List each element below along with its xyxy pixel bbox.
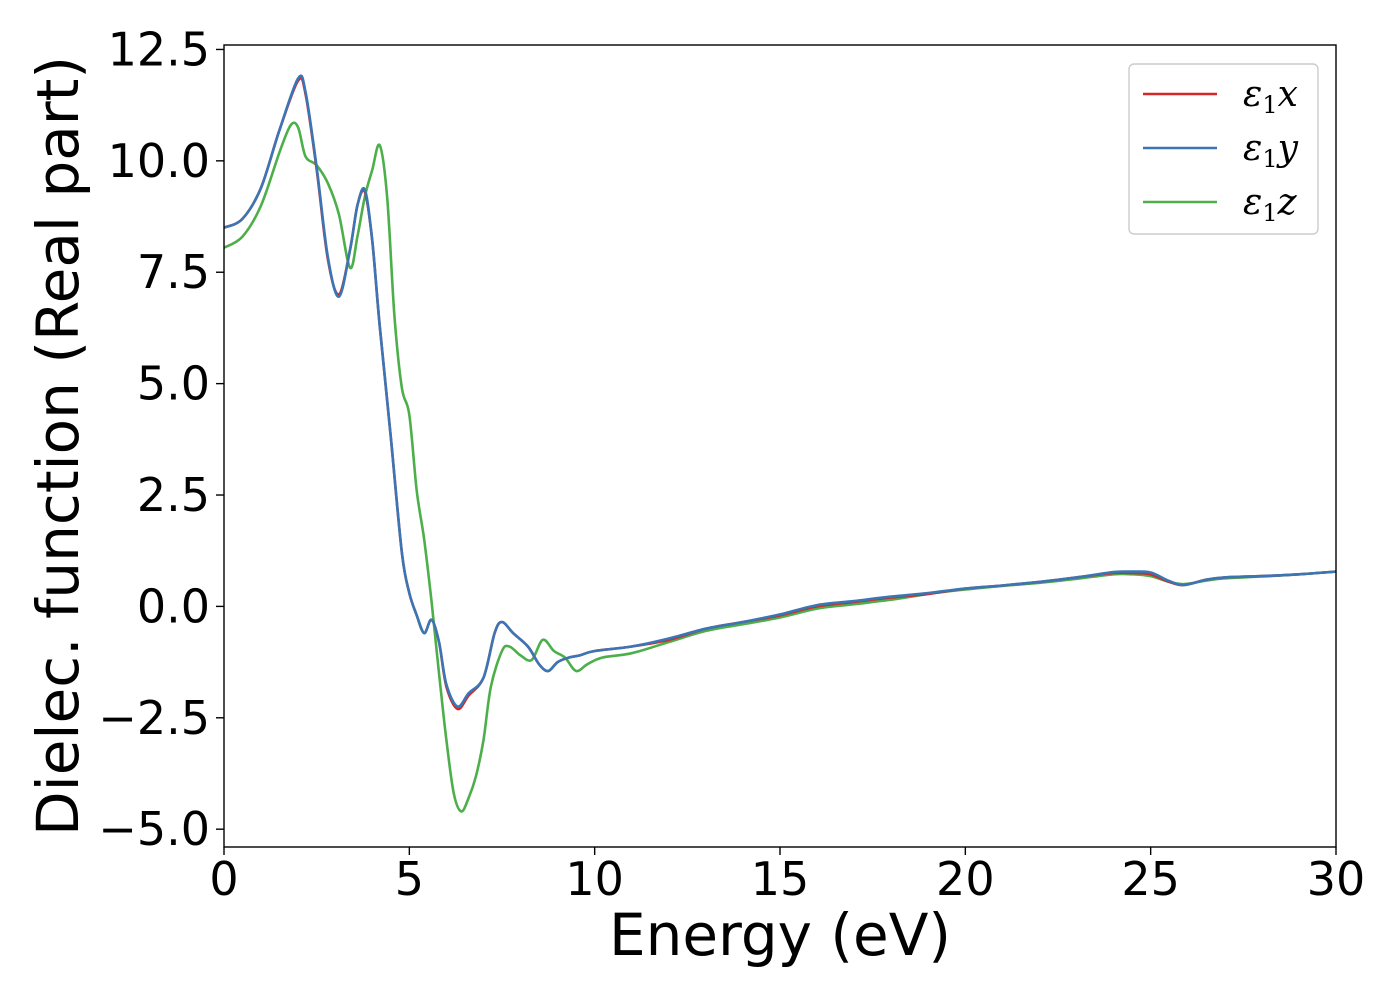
y-tick-label: 2.5 xyxy=(137,468,210,522)
x-tick-label: 30 xyxy=(1307,852,1366,906)
x-axis-label: Energy (eV) xyxy=(609,901,951,969)
x-tick-label: 20 xyxy=(936,852,995,906)
legend-entry-label: ε1x xyxy=(1243,74,1298,119)
x-tick-label: 25 xyxy=(1121,852,1180,906)
legend-entry-label: ε1y xyxy=(1243,128,1299,173)
legend-entry-label: ε1z xyxy=(1243,182,1298,227)
x-tick-label: 0 xyxy=(209,852,238,906)
y-tick-label: 10.0 xyxy=(108,134,210,188)
y-axis-label: Dielec. function (Real part) xyxy=(24,56,92,836)
y-tick-label: −2.5 xyxy=(98,691,210,745)
axis-ticks: 0 5 10 15 20 25 30 −5.0 −2.5 0.0 2.5 5.0 7.5 10.0 12.5 xyxy=(98,22,1365,906)
x-tick-label: 15 xyxy=(751,852,810,906)
series-lines xyxy=(223,74,1337,813)
y-tick-label: 7.5 xyxy=(137,245,210,299)
y-tick-label: −5.0 xyxy=(98,802,210,856)
y-tick-label: 5.0 xyxy=(137,357,210,411)
y-tick-label: 12.5 xyxy=(108,22,210,76)
y-tick-label: 0.0 xyxy=(137,579,210,633)
legend: ε1x ε1y ε1z xyxy=(1128,63,1319,235)
x-tick-label: 5 xyxy=(395,852,424,906)
legend-box xyxy=(1128,63,1319,235)
series-line-e1y xyxy=(223,74,1337,708)
x-tick-label: 10 xyxy=(565,852,624,906)
